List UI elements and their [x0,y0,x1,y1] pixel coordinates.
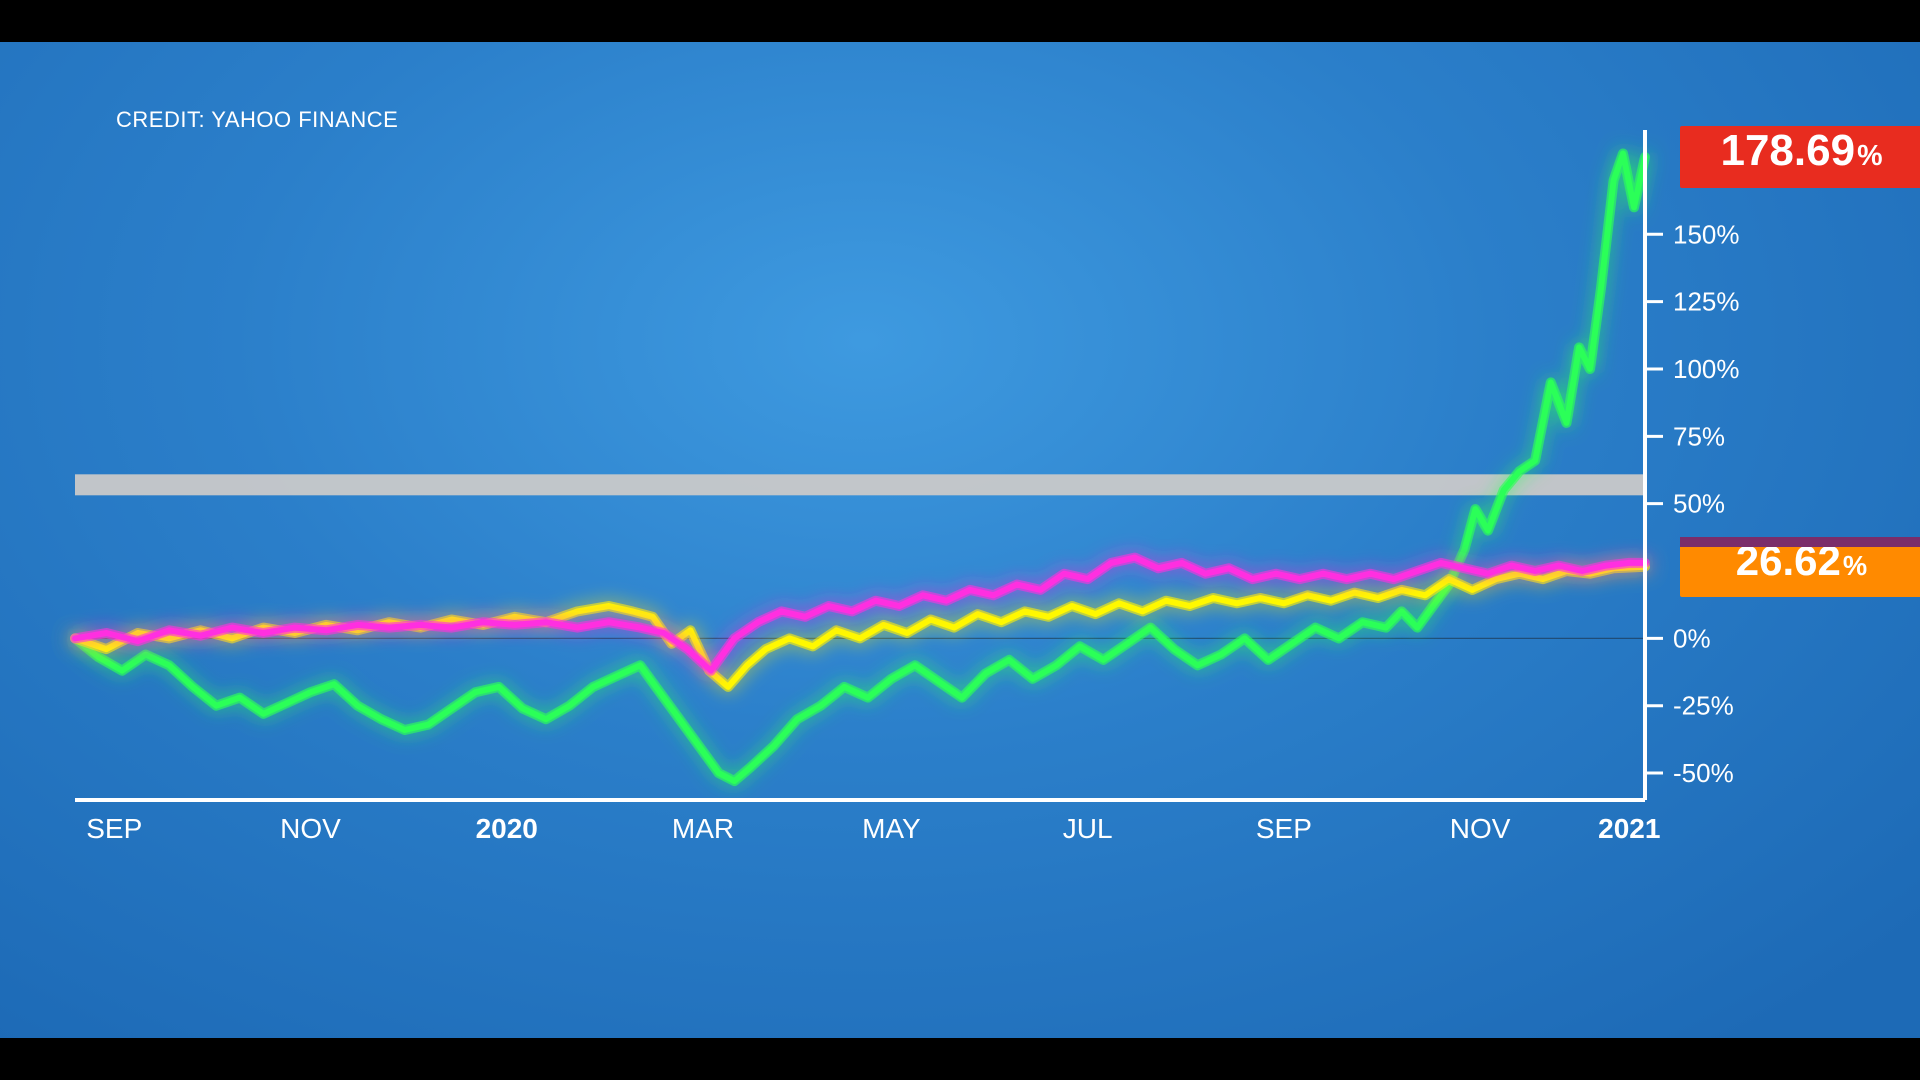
y-tick-label: 0% [1673,623,1711,653]
x-tick-label: 2021 [1598,813,1660,844]
price-chart: -50% -25% 0% 50% 75% 100% 125% 150% SEP NOV 2020 MA… [0,42,1920,1038]
chart-stage: CREDIT: YAHOO FINANCE -50%-25%0%50%75%10… [0,42,1920,1038]
badge-overlay [1680,537,1920,547]
y-tick-label: 150% [1673,219,1740,249]
y-tick-label: 50% [1673,489,1725,519]
badge-suffix: % [1857,140,1882,173]
badge-value: 178.69 [1720,126,1855,176]
x-tick-label: 2020 [476,813,538,844]
y-tick-label: -50% [1673,758,1734,788]
y-tick-label: 75% [1673,421,1725,451]
badge-suffix: % [1843,550,1867,582]
x-tick-label: SEP [86,813,142,844]
x-tick-label: NOV [1450,813,1511,844]
y-tick-label: 125% [1673,287,1740,317]
x-tick-label: MAR [672,813,734,844]
letterbox-bottom [0,1038,1920,1080]
x-tick-label: SEP [1256,813,1312,844]
letterbox-top [0,0,1920,42]
y-tick-label: -25% [1673,691,1734,721]
reference-band [75,474,1645,495]
y-tick-label: 100% [1673,354,1740,384]
series-green-glow [75,154,1645,782]
x-tick-label: JUL [1063,813,1113,844]
badge-top: 178.69% [1680,126,1920,188]
badge-bottom: 26.62% [1680,537,1920,597]
x-tick-label: MAY [862,813,921,844]
x-tick-label: NOV [280,813,341,844]
